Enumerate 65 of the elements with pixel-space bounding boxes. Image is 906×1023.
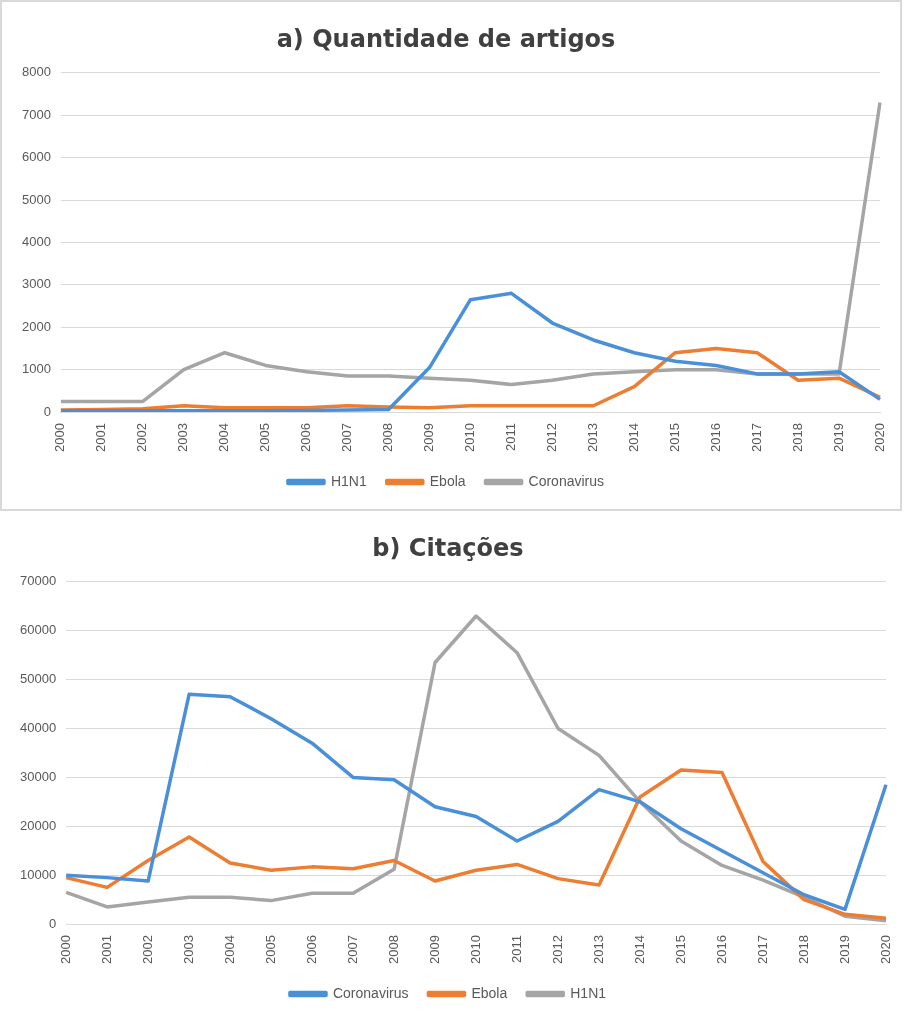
- x-tick-label: 2001: [98, 935, 114, 964]
- x-tick-label: 2011: [502, 423, 518, 452]
- x-tick-label: 2014: [631, 935, 647, 964]
- x-tick-label: 2005: [262, 935, 278, 964]
- y-tick-label: 70000: [19, 573, 57, 589]
- y-tick-label: 60000: [19, 622, 57, 638]
- y-tick-label: 4000: [22, 234, 51, 250]
- x-tick-label: 2016: [713, 935, 729, 964]
- x-tick-label: 2007: [339, 423, 355, 452]
- x-tick-label: 2012: [543, 423, 559, 452]
- x-tick-label: 2019: [836, 935, 852, 964]
- y-tick-label: 7000: [22, 106, 51, 122]
- x-tick-label: 2009: [421, 423, 437, 452]
- x-tick-label: 2010: [467, 935, 483, 964]
- x-tick-label: 2006: [298, 423, 314, 452]
- x-tick-label: 2002: [139, 935, 155, 964]
- y-tick-label: 8000: [22, 64, 51, 80]
- x-tick-label: 2007: [344, 935, 360, 964]
- x-tick-label: 2017: [754, 935, 770, 964]
- y-tick-label: 1000: [22, 361, 51, 377]
- x-tick-label: 2018: [789, 423, 805, 452]
- legend-label: Coronavirus: [332, 984, 409, 1001]
- y-tick-label: 0: [43, 403, 51, 419]
- y-tick-label: 10000: [19, 866, 57, 882]
- x-tick-label: 2020: [871, 423, 887, 452]
- legend-label: H1N1: [570, 984, 607, 1001]
- x-tick-label: 2010: [462, 423, 478, 452]
- x-tick-label: 2002: [134, 423, 150, 452]
- x-tick-label: 2020: [877, 935, 893, 964]
- legend-label: H1N1: [330, 472, 367, 489]
- x-tick-label: 2019: [830, 423, 846, 452]
- x-tick-label: 2004: [216, 423, 232, 452]
- y-tick-label: 6000: [22, 149, 51, 165]
- x-tick-label: 2013: [584, 423, 600, 452]
- x-tick-label: 2008: [380, 423, 396, 452]
- y-tick-label: 5000: [22, 191, 51, 207]
- x-tick-label: 2013: [590, 935, 606, 964]
- x-tick-label: 2014: [625, 423, 641, 452]
- x-tick-label: 2015: [666, 423, 682, 452]
- x-tick-label: 2011: [508, 935, 524, 964]
- x-tick-label: 2016: [707, 423, 723, 452]
- x-tick-label: 2003: [175, 423, 191, 452]
- x-tick-label: 2008: [385, 935, 401, 964]
- y-tick-label: 20000: [19, 817, 57, 833]
- y-tick-label: 40000: [19, 720, 57, 736]
- legend-label: Ebola: [471, 984, 508, 1001]
- y-tick-label: 0: [48, 915, 57, 931]
- x-tick-label: 2015: [672, 935, 688, 964]
- x-tick-label: 2004: [221, 935, 237, 964]
- x-tick-label: 2001: [93, 423, 109, 452]
- chart-title: b) Citações: [372, 533, 524, 562]
- legend-label: Coronavirus: [528, 472, 605, 489]
- x-tick-label: 2012: [549, 935, 565, 964]
- y-tick-label: 3000: [22, 276, 51, 292]
- x-tick-label: 2018: [795, 935, 811, 964]
- x-tick-label: 2005: [257, 423, 273, 452]
- x-tick-label: 2003: [180, 935, 196, 964]
- chart-title: a) Quantidade de artigos: [276, 24, 616, 53]
- y-tick-label: 30000: [19, 768, 57, 784]
- x-tick-label: 2017: [748, 423, 764, 452]
- y-tick-label: 2000: [22, 318, 51, 334]
- legend-label: Ebola: [429, 472, 466, 489]
- x-tick-label: 2006: [303, 935, 319, 964]
- y-tick-label: 50000: [19, 671, 57, 687]
- x-tick-label: 2009: [426, 935, 442, 964]
